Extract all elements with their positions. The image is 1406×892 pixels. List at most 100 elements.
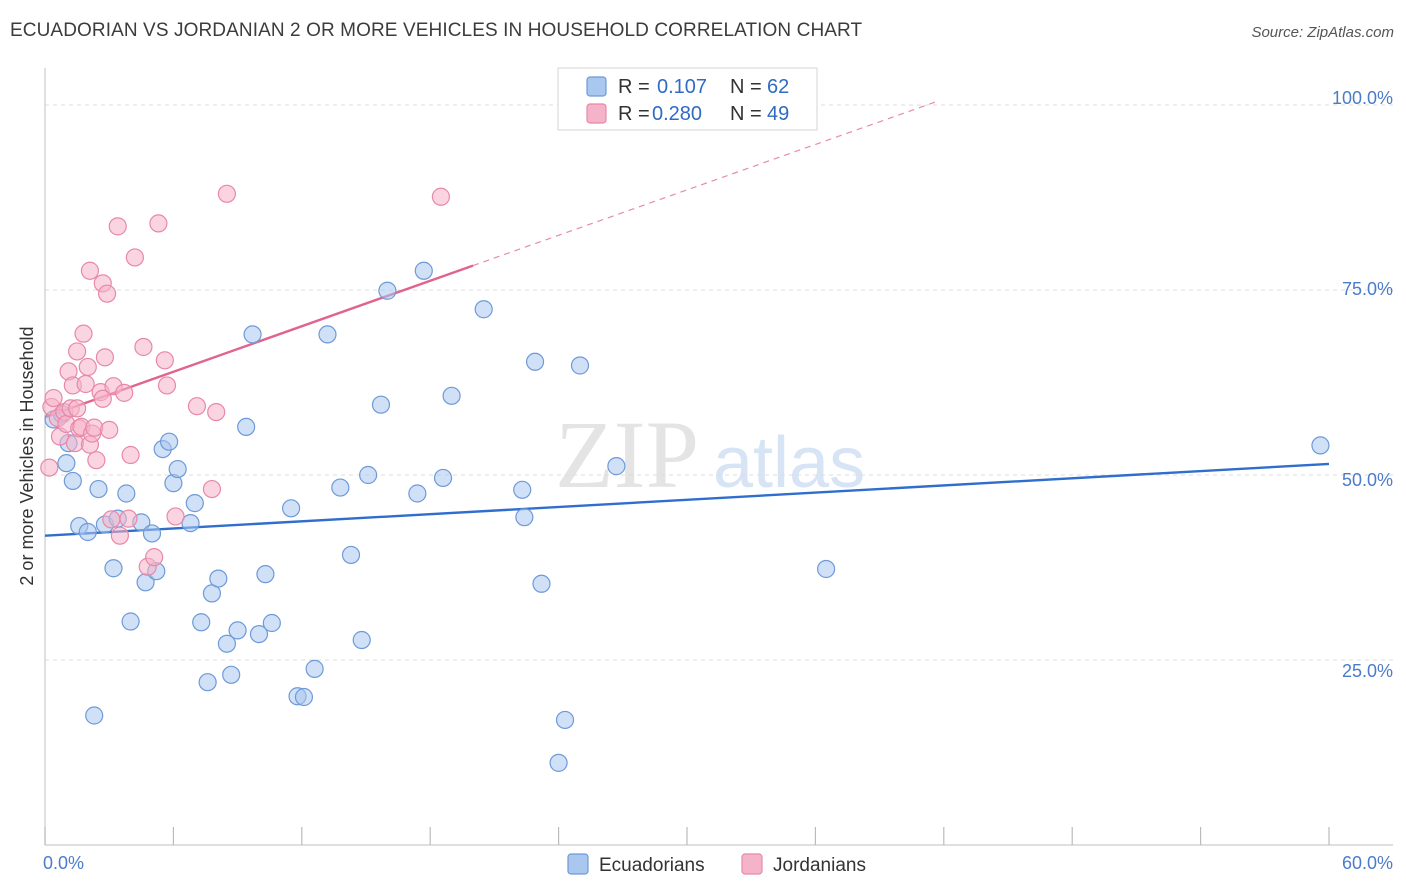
jordanian-point-44 [207,403,226,422]
jordanian-point-43 [202,479,222,499]
legend-n-label-ecuadorians: N = [730,76,762,98]
trend-line-ecuadorians-0 [44,462,1330,537]
ecuadorian-point-34 [256,565,275,584]
ecuadorian-point-60 [816,559,836,579]
ecuadorian-point-57 [549,753,568,772]
source-text: Source: ZipAtlas.com [1251,24,1394,41]
jordanian-point-46 [431,187,450,206]
ecuadorian-point-7 [85,706,104,725]
y-tick-label-25: 25.0% [1342,661,1393,681]
ecuadorian-point-54 [525,352,545,371]
jordanian-point-30 [110,526,130,545]
data-points [40,184,1330,772]
ecuadorian-point-42 [341,545,361,565]
legend: R = 0.107 N = 62 R = 0.280 N = 49 [557,67,818,131]
ecuadorian-point-44 [359,465,378,485]
ecuadorian-point-4 [63,471,82,491]
jordanian-point-42 [187,397,207,416]
ecuadorian-point-40 [318,325,337,344]
ecuadorian-point-12 [117,484,136,503]
jordanian-point-34 [125,248,144,267]
ecuadorian-point-23 [185,494,204,513]
ecuadorian-point-24 [192,613,211,632]
jordanian-point-29 [108,217,127,236]
ecuadorian-point-2 [57,454,76,473]
legend-r-value-ecuadorians: 0.107 [657,76,707,98]
y-axis-label: 2 or more Vehicles in Household [17,326,37,585]
chart-title: ECUADORIAN VS JORDANIAN 2 OR MORE VEHICL… [10,20,863,41]
legend-r-value-jordanians: 0.280 [652,103,702,125]
ecuadorian-point-28 [217,634,236,653]
ecuadorian-point-51 [474,300,493,319]
jordanian-point-11 [67,342,87,361]
y-tick-label-75: 75.0% [1342,279,1393,299]
ecuadorian-point-43 [352,630,371,650]
ecuadorian-point-55 [532,574,551,593]
ecuadorian-point-61 [1311,436,1330,455]
ecuadorian-point-16 [142,524,162,543]
ecuadorian-point-46 [378,281,397,300]
ecuadorian-point-8 [89,479,108,499]
jordanian-point-35 [134,337,153,357]
ecuadorian-point-33 [249,624,269,644]
jordanian-point-48 [67,399,87,418]
ecuadorian-point-21 [168,459,187,479]
ecuadorian-point-59 [607,457,626,476]
watermark-zip: ZIP [555,401,699,508]
bottom-legend-label-jordanians: Jordanians [773,855,866,876]
ecuadorian-point-38 [294,687,314,707]
jordanian-point-15 [76,374,95,394]
jordanian-point-38 [149,214,168,233]
x-tick-label-min: 0.0% [43,853,84,873]
ecuadorian-point-10 [104,559,123,578]
bottom-legend: Ecuadorians Jordanians [567,853,866,876]
ecuadorian-point-39 [305,659,324,678]
jordanian-point-26 [97,284,117,303]
ecuadorian-point-31 [237,417,256,436]
ecuadorian-point-22 [181,513,200,533]
jordanian-point-23 [93,389,112,408]
ecuadorian-point-36 [282,499,301,518]
jordanian-point-47 [102,510,121,529]
ecuadorian-point-47 [408,484,427,503]
y-tick-label-100: 100.0% [1332,88,1393,108]
jordanian-point-17 [80,261,100,280]
ecuadorian-point-25 [198,673,217,692]
jordanian-point-39 [155,351,174,370]
jordanian-point-25 [95,348,115,367]
ecuadorian-point-50 [442,386,461,405]
jordanian-point-45 [217,184,236,203]
jordanian-point-27 [100,420,119,439]
bottom-legend-label-ecuadorians: Ecuadorians [599,855,705,876]
ecuadorian-point-45 [371,395,391,414]
bottom-legend-swatch-jordanians [741,853,763,875]
jordanian-point-41 [166,507,185,526]
jordanian-point-37 [145,548,164,567]
ecuadorian-point-56 [555,710,575,730]
bottom-legend-swatch-ecuadorians [567,853,589,875]
grid [45,104,1393,661]
ecuadorian-point-6 [78,522,97,542]
ecuadorian-point-19 [160,432,179,451]
ecuadorian-point-35 [262,613,281,633]
legend-n-value-jordanians: 49 [767,103,789,125]
ecuadorian-point-27 [209,569,228,588]
legend-swatch-ecuadorians [586,76,607,97]
jordanian-point-40 [157,376,177,395]
ecuadorian-point-48 [414,261,433,280]
legend-swatch-jordanians [586,103,607,124]
legend-n-label-jordanians: N = [730,103,762,125]
legend-r-label-jordanians: R = [618,103,650,125]
jordanian-point-16 [78,357,97,377]
ecuadorian-point-52 [513,480,532,499]
y-tick-label-50: 50.0% [1342,470,1393,490]
jordanian-point-20 [85,418,104,437]
jordanian-point-2 [44,388,63,408]
jordanian-point-14 [74,324,93,343]
ecuadorian-point-49 [433,468,453,488]
legend-n-value-ecuadorians: 62 [767,76,789,98]
ecuadorian-point-32 [243,325,262,344]
ecuadorian-point-30 [228,621,247,640]
ecuadorian-point-29 [222,665,241,684]
